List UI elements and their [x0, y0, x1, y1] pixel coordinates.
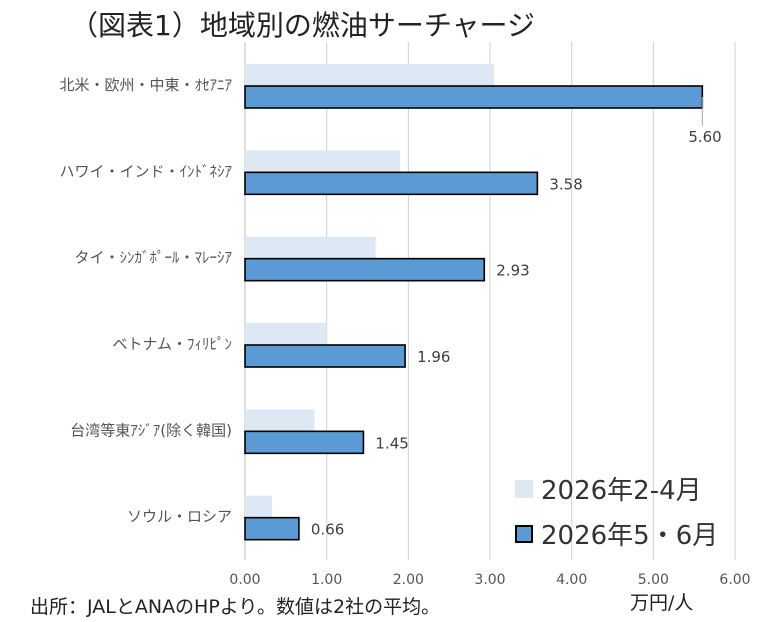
category-label: タイ・ｼﾝｶﾞﾎﾟｰﾙ・ﾏﾚｰｼｱ [74, 249, 232, 267]
data-label: 1.96 [417, 348, 450, 366]
bar-series-2 [244, 344, 406, 368]
source-note: 出所：JALとANAのHPより。数値は2社の平均。 [30, 596, 441, 618]
category-label: ハワイ・インド・ｲﾝﾄﾞﾈｼｱ [59, 162, 232, 180]
category-label: 北米・欧州・中東・ｵｾｱﾆｱ [59, 76, 232, 94]
legend-item-series-2: 2026年5・6月 [515, 515, 718, 552]
data-label: 1.45 [375, 434, 408, 452]
x-tick-label: 5.00 [638, 572, 669, 588]
legend-swatch-series-1 [515, 479, 533, 498]
x-tick-label: 1.00 [311, 572, 342, 588]
x-tick-label: 3.00 [474, 572, 505, 588]
chart-title: （図表1）地域別の燃油サーチャージ [70, 9, 535, 42]
legend-label-series-1: 2026年2-4月 [541, 476, 702, 506]
data-label: 0.66 [311, 521, 344, 539]
x-tick-label: 4.00 [556, 572, 587, 588]
bar-series-1 [245, 236, 376, 259]
bar-series-2 [244, 516, 300, 541]
bar-series-1 [245, 64, 495, 86]
bar-series-1 [245, 150, 401, 173]
bar-series-2 [244, 85, 704, 109]
data-label: 2.93 [496, 262, 529, 280]
bar-series-1 [245, 409, 315, 432]
bar-series-2 [244, 171, 539, 196]
bars [244, 64, 704, 541]
x-tick-label: 6.00 [719, 572, 750, 588]
category-label: ベトナム・ﾌｨﾘﾋﾟﾝ [112, 335, 232, 353]
legend-label-series-2: 2026年5・6月 [541, 521, 719, 551]
category-label: 台湾等東ｱｼﾞｱ(除く韓国) [70, 421, 232, 439]
category-label: ソウル・ロシア [127, 508, 232, 526]
data-label: 3.58 [549, 175, 582, 193]
x-axis-unit-label: 万円/人 [630, 592, 694, 614]
labels: 0.00 1.00 2.00 3.00 4.00 5.00 6.00 北米・欧州・中東・ｵｾｱ… [59, 76, 750, 588]
gridlines [244, 42, 736, 560]
data-label: 5.60 [688, 128, 721, 146]
x-tick-label: 2.00 [393, 572, 424, 588]
legend-item-series-1: 2026年2-4月 [515, 470, 702, 507]
x-tick-label: 0.00 [229, 572, 260, 588]
bar-series-2 [244, 257, 486, 282]
bar-series-2 [244, 430, 365, 455]
bar-series-1 [245, 495, 272, 518]
legend-swatch-series-2 [515, 524, 533, 543]
bar-series-1 [245, 323, 327, 345]
